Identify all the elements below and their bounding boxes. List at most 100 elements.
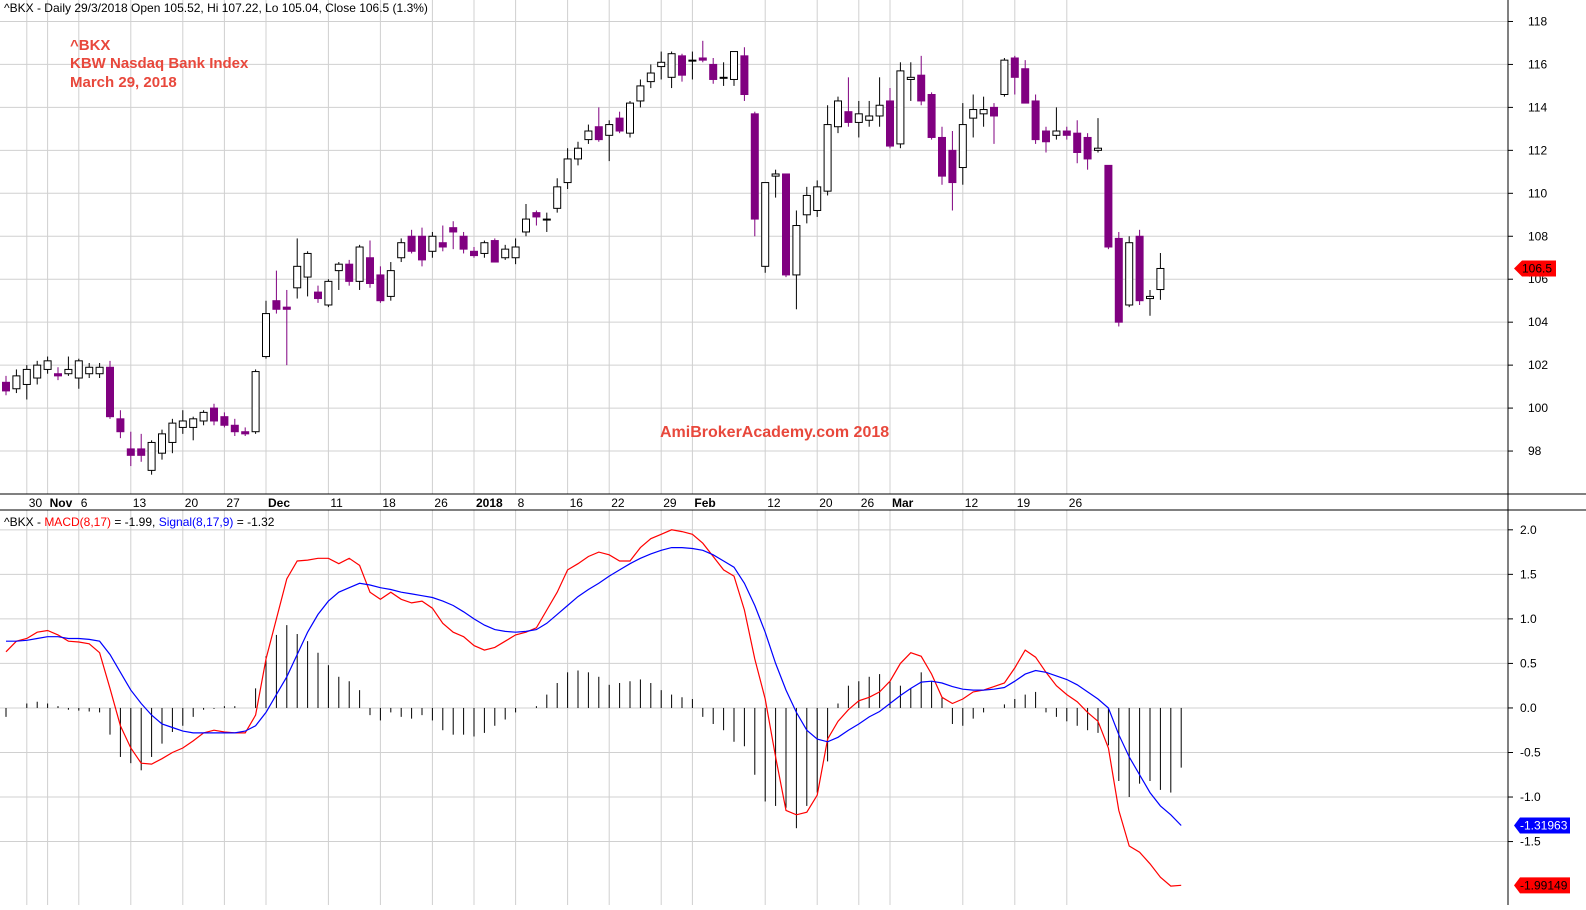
candle-body — [345, 263, 354, 282]
candle-body — [678, 55, 686, 76]
candle-body — [750, 113, 759, 220]
x-tick-label: 16 — [570, 496, 584, 510]
price-y-tick-label: 112 — [1528, 143, 1547, 157]
candle-body — [64, 368, 73, 375]
price-y-tick-label: 108 — [1528, 229, 1548, 243]
last-price-label: 106.5 — [1522, 261, 1552, 275]
candle-body — [2, 381, 10, 392]
candle-body — [1031, 100, 1040, 141]
candle-body — [969, 109, 978, 119]
candle-body — [1000, 59, 1009, 96]
macd-y-tick-label: 2.0 — [1520, 523, 1537, 537]
candle-body — [293, 265, 302, 289]
candle-body — [719, 76, 728, 79]
candle-body — [698, 57, 707, 61]
candle-body — [771, 173, 780, 177]
candle-body — [844, 111, 853, 123]
candle-body — [407, 235, 416, 252]
candle-body — [917, 74, 926, 102]
candle-body — [241, 431, 250, 435]
signal-line — [6, 546, 1182, 826]
candle-body — [782, 173, 790, 276]
candle-body — [605, 124, 614, 136]
price-y-tick-label: 98 — [1528, 444, 1542, 458]
watermark-text: AmiBrokerAcademy.com 2018 — [660, 424, 889, 441]
candle-body — [303, 252, 312, 278]
candle-body — [355, 246, 364, 282]
candle-body — [532, 212, 541, 218]
candle-body — [1156, 267, 1165, 291]
x-tick-label: 26 — [1069, 496, 1083, 510]
candle-body — [948, 149, 957, 184]
candle-body — [189, 418, 198, 428]
candle-body — [1010, 57, 1019, 78]
last-price-marker — [1514, 260, 1556, 277]
candle-body — [854, 113, 863, 123]
candle-body — [584, 130, 593, 141]
price-y-tick-label: 102 — [1528, 358, 1548, 372]
price-y-tick-label: 110 — [1528, 186, 1547, 200]
x-tick-label: 27 — [226, 496, 240, 510]
candle-body — [834, 100, 842, 128]
candle-body — [730, 51, 738, 80]
candle-body — [927, 94, 936, 138]
candle-body — [813, 186, 822, 211]
candle-body — [646, 72, 655, 83]
candle-body — [657, 61, 666, 68]
macd-y-tick-label: 1.0 — [1520, 612, 1537, 626]
candle-body — [823, 124, 832, 192]
price-info-header: ^BKX - Daily 29/3/2018 Open 105.52, Hi 1… — [4, 1, 428, 15]
x-tick-label: 12 — [965, 496, 979, 510]
signal-legend-label: Signal(8,17,9) — [159, 515, 234, 529]
candle-body — [522, 218, 530, 233]
signal-legend-value: = -1.32 — [233, 515, 274, 529]
x-tick-label: 20 — [819, 496, 833, 510]
candle-body — [667, 53, 676, 78]
candle-body — [397, 242, 406, 259]
candle-body — [1094, 147, 1102, 151]
candle-body — [875, 104, 884, 117]
x-tick-label: 19 — [1017, 496, 1031, 510]
candle-body — [74, 360, 83, 379]
candle-body — [563, 158, 572, 184]
macd-y-tick-label: 0.5 — [1520, 656, 1537, 670]
candle-body — [1146, 295, 1154, 300]
candle-body — [553, 186, 562, 209]
candle-body — [1083, 136, 1092, 160]
price-y-tick-label: 100 — [1528, 401, 1548, 415]
macd-legend-prefix: ^BKX - — [4, 515, 44, 529]
candle-body — [22, 368, 31, 385]
candle-body — [282, 306, 291, 310]
candle-body — [43, 360, 52, 370]
macd-legend: ^BKX - MACD(8,17) = -1.99, Signal(8,17,9… — [4, 515, 275, 529]
macd-legend-label: MACD(8,17) — [44, 515, 111, 529]
candle-body — [886, 100, 894, 147]
annotation-index-name: KBW Nasdaq Bank Index — [70, 55, 249, 72]
signal-last-label: -1.31963 — [1520, 818, 1568, 832]
candle-body — [12, 375, 21, 390]
candle-body — [990, 106, 998, 117]
candle-body — [958, 124, 967, 169]
macd-y-tick-label: -1.0 — [1520, 790, 1541, 804]
candle-body — [511, 246, 520, 259]
candle-body — [1135, 235, 1144, 302]
candle-body — [615, 117, 624, 132]
candle-body — [158, 433, 166, 454]
candle-body — [137, 448, 146, 456]
x-tick-label: Feb — [694, 496, 715, 510]
candle-body — [220, 416, 229, 426]
x-tick-label: 20 — [185, 496, 199, 510]
x-tick-label: Mar — [892, 496, 914, 510]
annotation-date: March 29, 2018 — [70, 74, 177, 91]
x-tick-label: 8 — [518, 496, 525, 510]
candle-body — [54, 373, 62, 377]
candle-body — [626, 102, 634, 134]
candle-body — [979, 109, 988, 115]
candle-body — [490, 240, 499, 263]
candle-body — [636, 85, 645, 102]
macd-legend-value: = -1.99, — [111, 515, 159, 529]
x-tick-label: 6 — [81, 496, 88, 510]
x-tick-label: Nov — [50, 496, 73, 510]
price-y-tick-label: 116 — [1528, 57, 1547, 71]
macd-y-tick-label: 0.0 — [1520, 701, 1537, 715]
